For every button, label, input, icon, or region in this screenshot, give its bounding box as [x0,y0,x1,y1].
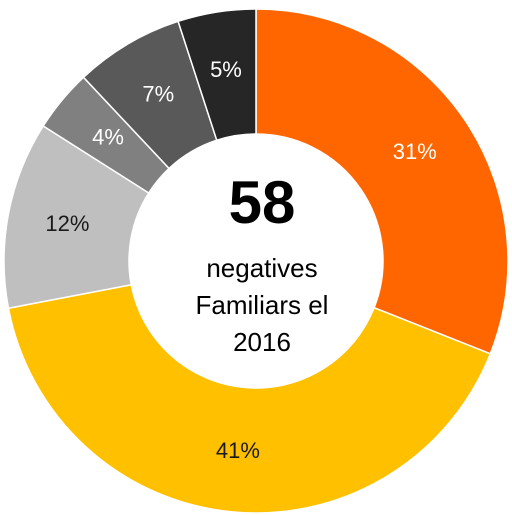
data-label: 7% [142,82,174,107]
data-label: 12% [45,211,89,236]
data-label: 4% [92,124,124,149]
donut-hole [129,134,383,388]
center-value: 58 [229,169,296,236]
center-text: Familiars el [196,290,329,320]
data-label: 31% [393,139,437,164]
center-text: negatives [206,253,317,283]
data-label: 41% [216,438,260,463]
data-label: 5% [210,57,242,82]
center-text: 2016 [233,327,291,357]
